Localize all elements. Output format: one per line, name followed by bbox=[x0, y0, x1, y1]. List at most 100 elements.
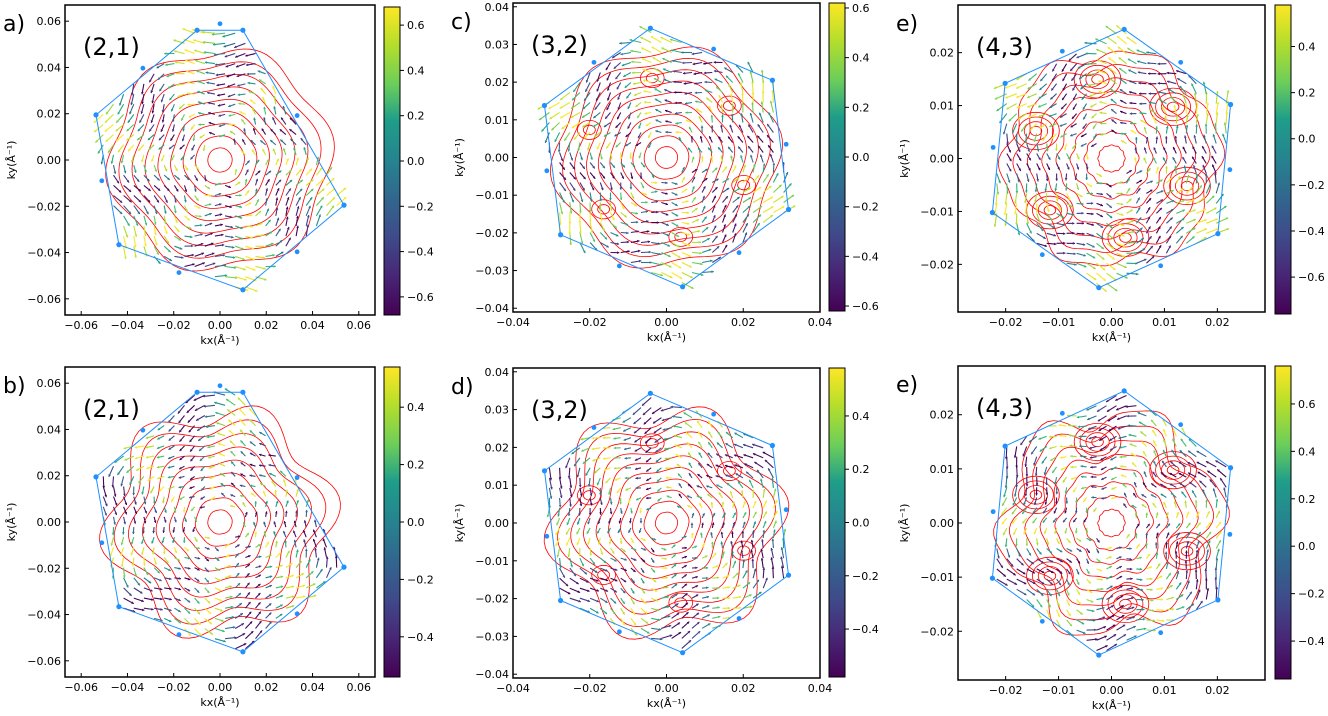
quiver-arrowhead bbox=[1083, 264, 1087, 268]
quiver-arrowhead bbox=[1119, 89, 1123, 92]
quiver-arrowhead bbox=[1182, 94, 1185, 97]
quiver-arrowhead bbox=[1101, 587, 1104, 591]
quiver-arrowhead bbox=[156, 200, 159, 203]
quiver-arrowhead bbox=[193, 39, 196, 42]
hexagon-edge-dot bbox=[176, 270, 182, 275]
quiver-arrowhead bbox=[585, 80, 589, 83]
quiver-arrowhead bbox=[665, 120, 668, 123]
contour-pocket bbox=[1085, 69, 1110, 90]
quiver-arrowhead bbox=[655, 200, 658, 204]
quiver-arrowhead bbox=[1137, 188, 1141, 191]
quiver-arrowhead bbox=[259, 630, 263, 633]
quiver-arrowhead bbox=[157, 178, 160, 181]
quiver-arrowhead bbox=[246, 169, 249, 173]
quiver-arrowhead bbox=[139, 120, 142, 123]
quiver-arrowhead bbox=[1005, 466, 1009, 469]
quiver-arrowhead bbox=[740, 540, 744, 543]
quiver-arrowhead bbox=[1129, 170, 1132, 173]
quiver-arrowhead bbox=[168, 619, 172, 622]
quiver-arrowhead bbox=[108, 474, 111, 477]
quiver-arrowhead bbox=[1076, 167, 1080, 170]
quiver-arrowhead bbox=[126, 180, 130, 183]
quiver-arrowhead bbox=[655, 119, 658, 122]
quiver-arrowhead bbox=[305, 548, 308, 551]
quiver-arrowhead bbox=[186, 410, 190, 413]
quiver-arrowhead bbox=[1057, 604, 1060, 607]
quiver-arrowhead bbox=[674, 444, 678, 447]
y-tick-label: 0.00 bbox=[485, 517, 510, 530]
quiver-arrowhead bbox=[627, 126, 630, 129]
quiver-arrowhead bbox=[1158, 235, 1161, 239]
quiver-arrowhead bbox=[154, 211, 158, 215]
quiver-arrowhead bbox=[135, 456, 138, 460]
hexagon-edge-dot bbox=[217, 383, 223, 389]
quiver-arrowhead bbox=[592, 176, 596, 179]
quiver-arrowhead bbox=[156, 65, 160, 69]
quiver-arrowhead bbox=[285, 510, 288, 514]
quiver-arrowhead bbox=[248, 202, 252, 205]
quiver-arrowhead bbox=[259, 464, 262, 467]
quiver-arrowhead bbox=[260, 483, 263, 486]
quiver-arrowhead bbox=[720, 104, 723, 107]
quiver-arrowhead bbox=[699, 136, 703, 139]
quiver-arrowhead bbox=[275, 207, 279, 210]
quiver-arrowhead bbox=[192, 138, 196, 141]
quiver-arrowhead bbox=[724, 464, 728, 468]
quiver-arrowhead bbox=[1099, 101, 1102, 104]
quiver-arrowhead bbox=[265, 501, 268, 504]
quiver-arrowhead bbox=[1182, 209, 1185, 212]
quiver-arrowhead bbox=[754, 461, 757, 465]
quiver-arrowhead bbox=[231, 615, 235, 619]
plot-area bbox=[93, 383, 347, 655]
quiver-arrowhead bbox=[1090, 192, 1094, 195]
quiver-arrowhead bbox=[582, 106, 586, 110]
quiver-arrowhead bbox=[255, 289, 258, 292]
quiver-arrowhead bbox=[269, 554, 272, 557]
quiver-arrowhead bbox=[668, 254, 671, 258]
quiver-arrowhead bbox=[638, 155, 642, 159]
quiver-arrowhead bbox=[1046, 542, 1050, 545]
colorbar-tick-label: −0.4 bbox=[407, 631, 434, 644]
quiver-arrowhead bbox=[697, 147, 701, 151]
x-tick-label: 0.06 bbox=[347, 681, 372, 694]
quiver-arrowhead bbox=[660, 36, 664, 40]
y-axis-label: ky(Å⁻¹) bbox=[453, 504, 466, 543]
quiver-arrowhead bbox=[612, 176, 615, 179]
quiver-arrowhead bbox=[1014, 494, 1017, 497]
quiver-arrowhead bbox=[250, 225, 253, 228]
hexagon-corner-dot bbox=[541, 102, 548, 109]
contour-pocket bbox=[1155, 92, 1191, 122]
quiver-arrowhead bbox=[750, 154, 753, 158]
quiver-arrowhead bbox=[728, 136, 731, 139]
quiver-arrowhead bbox=[1100, 578, 1103, 581]
quiver-arrowhead bbox=[698, 441, 701, 445]
quiver-arrowhead bbox=[1048, 157, 1051, 160]
quiver-arrowhead bbox=[645, 201, 648, 204]
quiver-arrowhead bbox=[1015, 465, 1018, 468]
quiver-arrowhead bbox=[138, 188, 141, 192]
hexagon-corner-dot bbox=[93, 474, 99, 480]
y-tick-label: 0.01 bbox=[485, 479, 510, 492]
quiver-arrowhead bbox=[230, 494, 233, 497]
quiver-arrowhead bbox=[629, 520, 632, 524]
quiver-arrowhead bbox=[272, 117, 275, 120]
quiver-arrowhead bbox=[653, 421, 656, 424]
quiver-arrowhead bbox=[1050, 570, 1054, 573]
quiver-arrowhead bbox=[694, 91, 698, 95]
quiver-arrowhead bbox=[102, 485, 106, 489]
quiver-arrowhead bbox=[1226, 90, 1230, 93]
quiver-arrowhead bbox=[624, 558, 627, 561]
quiver-arrowhead bbox=[134, 446, 137, 449]
quiver-arrowhead bbox=[723, 224, 726, 227]
quiver-arrowhead bbox=[678, 483, 682, 486]
quiver-arrowhead bbox=[289, 129, 292, 132]
quiver-arrowhead bbox=[130, 552, 134, 556]
quiver-arrowhead bbox=[1061, 215, 1064, 218]
quiver-arrowhead bbox=[605, 578, 609, 582]
quiver-arrowhead bbox=[1009, 158, 1012, 162]
quiver-arrowhead bbox=[616, 86, 620, 90]
quiver-arrowhead bbox=[226, 543, 230, 547]
quiver-arrowhead bbox=[1110, 88, 1113, 92]
quiver-arrowhead bbox=[632, 71, 635, 75]
quiver-arrowhead bbox=[667, 244, 670, 247]
